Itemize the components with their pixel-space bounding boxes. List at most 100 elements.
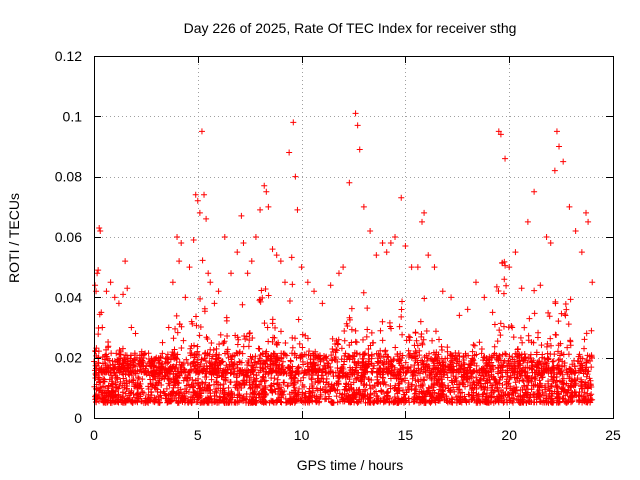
data-point <box>334 358 341 365</box>
data-point <box>413 337 420 344</box>
data-point <box>553 383 560 390</box>
data-point <box>497 320 504 327</box>
data-point <box>231 368 238 375</box>
data-point <box>108 378 115 385</box>
data-point <box>496 380 503 387</box>
data-point <box>201 191 208 198</box>
data-point <box>379 240 386 247</box>
data-point <box>462 396 469 403</box>
data-point <box>262 391 269 398</box>
data-point <box>360 289 367 296</box>
data-point <box>164 351 171 358</box>
data-point <box>115 356 122 363</box>
data-point <box>561 362 568 369</box>
data-point <box>549 358 556 365</box>
data-point <box>580 393 587 400</box>
data-point <box>137 366 144 373</box>
data-point <box>535 390 542 397</box>
data-point <box>421 399 428 406</box>
data-point <box>249 335 256 342</box>
data-point <box>322 354 329 361</box>
data-point <box>340 361 347 368</box>
data-point <box>541 363 548 370</box>
data-point <box>489 362 496 369</box>
data-point <box>567 366 574 373</box>
data-point <box>159 350 166 357</box>
data-point <box>95 267 102 274</box>
data-point <box>361 351 368 358</box>
data-point <box>499 364 506 371</box>
data-point <box>557 369 564 376</box>
data-point <box>399 331 406 338</box>
data-point <box>554 384 561 391</box>
data-point <box>108 399 115 406</box>
data-point <box>131 350 138 357</box>
data-point <box>190 389 197 396</box>
data-point <box>296 397 303 404</box>
data-point <box>310 367 317 374</box>
data-point <box>269 388 276 395</box>
data-point <box>211 300 218 307</box>
data-point <box>362 350 369 357</box>
data-point <box>295 363 302 370</box>
data-point <box>522 369 529 376</box>
data-point <box>298 351 305 358</box>
data-point <box>185 369 192 376</box>
data-point <box>110 366 117 373</box>
data-point <box>421 295 428 302</box>
data-point <box>527 351 534 358</box>
data-point <box>92 362 99 369</box>
data-point <box>249 367 256 374</box>
data-point <box>112 398 119 405</box>
data-point <box>95 325 102 332</box>
data-point <box>234 249 241 256</box>
data-point <box>95 331 102 338</box>
data-point <box>404 363 411 370</box>
data-point <box>194 348 201 355</box>
data-point <box>352 110 359 117</box>
data-point <box>142 369 149 376</box>
data-point <box>571 363 578 370</box>
data-point <box>477 380 484 387</box>
data-point <box>482 369 489 376</box>
ticks-layer <box>94 56 614 419</box>
data-point <box>386 359 393 366</box>
data-point <box>583 330 590 337</box>
data-point <box>207 397 214 404</box>
data-point <box>239 301 246 308</box>
data-point <box>196 332 203 339</box>
data-point <box>483 355 490 362</box>
data-point <box>526 377 533 384</box>
data-point <box>184 377 191 384</box>
data-point <box>399 298 406 305</box>
data-point <box>301 383 308 390</box>
data-point <box>228 270 235 277</box>
data-point <box>397 357 404 364</box>
data-point <box>360 351 367 358</box>
data-point <box>340 264 347 271</box>
data-point <box>197 323 204 330</box>
data-point <box>392 397 399 404</box>
data-point <box>257 364 264 371</box>
data-point <box>109 381 116 388</box>
data-point <box>408 354 415 361</box>
data-point <box>130 377 137 384</box>
data-point <box>421 393 428 400</box>
data-point <box>193 322 200 329</box>
data-point <box>195 382 202 389</box>
data-point <box>317 378 324 385</box>
data-point <box>132 356 139 363</box>
data-point <box>468 375 475 382</box>
data-point <box>496 376 503 383</box>
data-point <box>203 334 210 341</box>
data-point <box>321 396 328 403</box>
data-point <box>408 264 415 271</box>
data-point <box>335 372 342 379</box>
data-point <box>101 356 108 363</box>
data-point <box>447 399 454 406</box>
data-point <box>528 386 535 393</box>
data-point <box>328 398 335 405</box>
data-point <box>469 348 476 355</box>
data-point <box>402 369 409 376</box>
data-point <box>581 336 588 343</box>
